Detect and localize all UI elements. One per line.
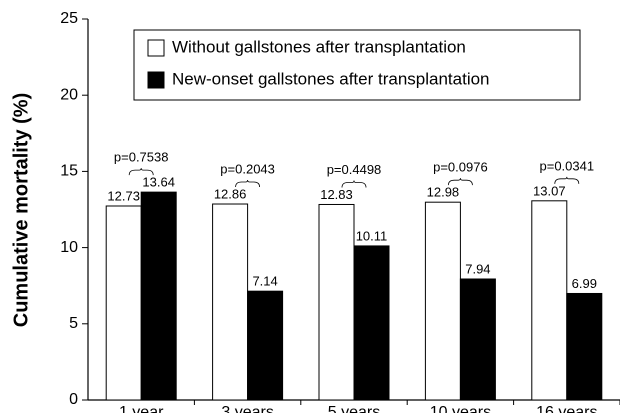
bar bbox=[140, 191, 177, 401]
bar bbox=[353, 245, 390, 401]
bar bbox=[318, 203, 355, 401]
bar bbox=[566, 292, 603, 401]
legend-swatch bbox=[147, 71, 165, 89]
value-label: 7.14 bbox=[252, 274, 277, 289]
bar bbox=[531, 200, 568, 401]
x-tick-label: 10 years bbox=[430, 404, 491, 413]
bracket bbox=[448, 178, 473, 186]
legend-label: New-onset gallstones after transplantati… bbox=[172, 69, 490, 88]
y-tick-label: 20 bbox=[60, 86, 78, 103]
value-label: 12.86 bbox=[214, 186, 247, 201]
p-value: p=0.0976 bbox=[433, 160, 488, 175]
value-label: 13.07 bbox=[533, 183, 566, 198]
p-value: p=0.7538 bbox=[114, 150, 169, 165]
y-tick-label: 10 bbox=[60, 239, 78, 256]
x-tick-label: 5 years bbox=[328, 404, 380, 413]
legend-label: Without gallstones after transplantation bbox=[172, 37, 466, 56]
legend-swatch bbox=[147, 39, 165, 57]
value-label: 13.64 bbox=[142, 175, 175, 190]
y-tick-label: 5 bbox=[69, 315, 78, 332]
y-tick-label: 15 bbox=[60, 163, 78, 180]
bar bbox=[459, 278, 496, 401]
value-label: 7.94 bbox=[465, 261, 490, 276]
bracket bbox=[235, 179, 260, 188]
value-label: 12.83 bbox=[320, 187, 353, 202]
p-value: p=0.0341 bbox=[540, 158, 595, 173]
bar bbox=[247, 290, 284, 401]
x-tick-label: 3 years bbox=[221, 404, 273, 413]
value-label: 12.98 bbox=[427, 185, 460, 200]
y-axis-title: Cumulative mortality (%) bbox=[10, 93, 32, 327]
x-tick-label: 16 years bbox=[536, 404, 597, 413]
value-label: 6.99 bbox=[572, 276, 597, 291]
p-value: p=0.4498 bbox=[327, 162, 382, 177]
bar bbox=[105, 205, 142, 401]
bar bbox=[212, 203, 249, 401]
x-tick-label: 1 year bbox=[119, 404, 164, 413]
value-label: 12.73 bbox=[107, 188, 140, 203]
p-value: p=0.2043 bbox=[220, 161, 275, 176]
value-label: 10.11 bbox=[356, 228, 388, 243]
y-tick-label: 0 bbox=[69, 391, 78, 408]
legend-box bbox=[133, 29, 581, 101]
bracket bbox=[341, 180, 367, 188]
y-tick-label: 25 bbox=[60, 10, 78, 27]
bar bbox=[424, 201, 461, 401]
